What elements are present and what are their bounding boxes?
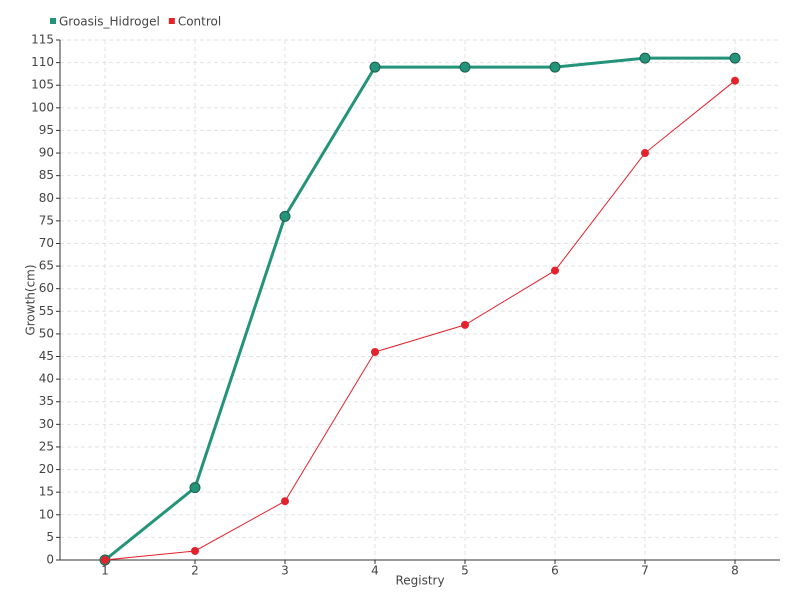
y-tick-label: 95: [39, 123, 54, 137]
series-line: [104, 56, 735, 562]
data-point: [639, 52, 651, 64]
data-point: [191, 546, 199, 555]
data-point: [459, 61, 471, 73]
series-line: [104, 80, 736, 561]
legend-marker: [50, 18, 56, 24]
legend-marker: [168, 18, 175, 24]
y-tick-label: 80: [39, 191, 54, 205]
y-tick-label: 20: [39, 462, 54, 476]
data-point: [189, 482, 201, 494]
y-tick-label: 10: [39, 507, 54, 521]
x-tick-label: 5: [461, 564, 469, 578]
data-point: [279, 210, 291, 222]
data-point: [641, 149, 649, 158]
y-tick-label: 30: [39, 417, 54, 431]
data-point: [549, 61, 561, 73]
data-point: [551, 266, 559, 275]
y-axis-label: Growth(cm): [24, 264, 38, 335]
data-point: [281, 497, 289, 506]
y-tick-label: 110: [31, 55, 54, 69]
x-axis-label: Registry: [395, 574, 444, 588]
y-tick-label: 75: [39, 213, 54, 227]
y-tick-label: 15: [39, 485, 54, 499]
legend-label: Groasis_Hidrogel: [59, 15, 160, 29]
data-point: [369, 61, 381, 73]
y-tick-label: 105: [31, 78, 54, 92]
y-tick-label: 5: [46, 530, 54, 544]
y-tick-label: 45: [39, 349, 54, 363]
y-tick-label: 50: [39, 326, 54, 340]
data-point: [729, 52, 741, 64]
y-tick-label: 0: [46, 553, 54, 567]
data-point: [371, 348, 379, 356]
data-point: [461, 320, 469, 329]
y-tick-label: 55: [39, 304, 54, 318]
y-tick-label: 85: [39, 168, 54, 182]
x-tick-label: 2: [191, 564, 199, 578]
y-tick-label: 35: [39, 394, 54, 408]
x-tick-label: 4: [371, 564, 379, 578]
y-tick-label: 100: [31, 100, 54, 114]
y-tick-label: 90: [39, 146, 54, 160]
x-tick-label: 1: [101, 564, 109, 578]
y-tick-label: 40: [39, 372, 54, 386]
y-tick-label: 70: [39, 236, 54, 250]
y-tick-label: 65: [39, 259, 54, 273]
y-tick-label: 60: [39, 281, 54, 295]
x-tick-label: 6: [551, 564, 559, 578]
x-tick-label: 7: [641, 564, 649, 578]
y-tick-label: 25: [39, 439, 54, 453]
x-tick-label: 3: [281, 564, 289, 578]
y-tick-label: 115: [31, 33, 54, 47]
legend-label: Control: [178, 15, 221, 29]
x-tick-label: 8: [731, 564, 739, 578]
data-point: [101, 556, 109, 564]
data-point: [731, 76, 739, 85]
